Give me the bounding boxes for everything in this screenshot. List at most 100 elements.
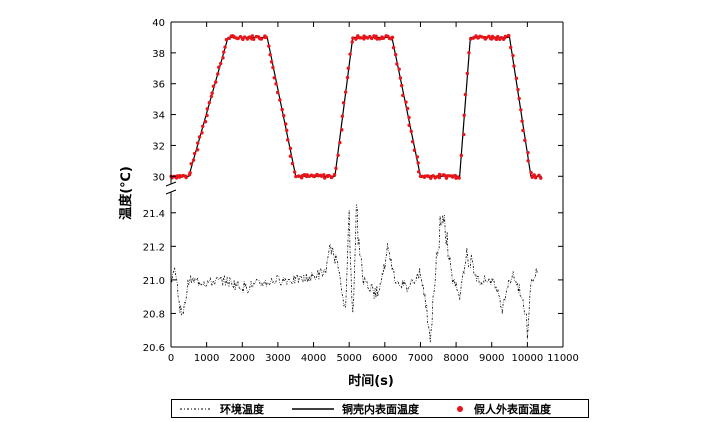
manikin-data-point [539,176,543,180]
manikin-data-point [327,173,331,178]
manikin-data-point [203,120,208,124]
manikin-data-point [437,175,442,180]
manikin-data-point [423,174,428,178]
manikin-data-point [503,34,508,39]
manikin-data-point [523,138,527,143]
manikin-data-point [359,36,363,40]
manikin-data-point [397,67,401,71]
manikin-data-point [450,174,455,178]
manikin-data-point [219,61,223,66]
manikin-data-point [463,92,468,97]
manikin-data-point [269,60,274,64]
legend-item-ambient: 环境温度 [180,402,264,416]
y-tick-label: 32 [152,141,165,152]
y-tick-label: 21.0 [143,276,165,287]
y-tick-label: 30 [152,172,165,183]
manikin-data-point [191,158,196,162]
manikin-data-point [322,173,326,177]
manikin-data-point [312,174,317,179]
y-tick-label: 21.4 [143,209,165,220]
manikin-surface-temperature-markers [169,33,543,180]
ambient-series-line [170,204,539,343]
manikin-data-point [401,93,405,98]
manikin-data-point [259,37,264,41]
manikin-data-point [201,124,205,129]
manikin-data-point [207,100,211,105]
y-tick-label: 36 [152,80,165,91]
manikin-data-point [340,128,344,132]
manikin-data-point [290,161,295,166]
manikin-data-point [409,129,413,134]
manikin-data-point [509,45,513,50]
manikin-data-point [236,36,240,41]
manikin-data-point [529,170,533,175]
manikin-data-point [297,174,301,178]
manikin-data-point [222,50,226,54]
y-tick-label: 34 [152,111,165,122]
axis-break-mark [165,189,177,195]
manikin-data-point [391,45,396,50]
manikin-data-point [370,36,374,41]
legend-label-manikin: 假人外表面温度 [474,403,551,416]
manikin-data-point [517,96,521,101]
manikin-data-point [251,37,256,41]
manikin-data-point [399,83,404,88]
x-tick-label: 7000 [408,353,433,364]
manikin-data-point [200,131,204,135]
manikin-data-point [209,94,214,99]
manikin-data-point [197,135,202,139]
manikin-data-point [426,174,431,179]
y-tick-label: 40 [152,18,165,29]
manikin-data-point [210,91,214,95]
x-axis-label: 时间(s) [348,373,394,389]
manikin-data-point [343,90,348,94]
manikin-data-point [404,100,408,104]
x-tick-label: 8000 [443,353,468,364]
dash-dot-line-icon [180,408,212,410]
x-tick-label: 6000 [372,353,397,364]
manikin-data-point [286,138,290,142]
manikin-data-point [205,107,210,111]
x-tick-label: 11000 [547,353,579,364]
ambient-temperature-line [170,204,539,343]
manikin-data-point [526,159,530,163]
manikin-data-point [467,51,471,55]
manikin-data-point [188,170,192,175]
manikin-data-point [416,170,421,174]
manikin-data-point [462,113,466,118]
y-axis-label: 温度(℃) [118,166,134,220]
manikin-data-point [250,34,255,38]
manikin-data-point [196,141,200,145]
manikin-data-point [533,175,538,180]
manikin-data-point [221,56,225,60]
manikin-data-point [398,76,403,80]
manikin-data-point [462,132,466,137]
manikin-data-point [350,40,354,44]
manikin-data-point [211,84,216,88]
manikin-data-point [412,148,417,152]
manikin-data-point [292,170,297,174]
manikin-data-point [407,115,411,120]
manikin-data-point [205,113,209,118]
x-tick-label: 0 [168,353,174,364]
manikin-data-point [189,162,193,166]
ticks: 0 1000 2000 3000 4000 5000 6000 7000 8000 9000 100… [143,18,579,364]
manikin-data-point [267,44,271,48]
x-tick-label: 2000 [230,353,255,364]
manikin-data-point [381,36,386,40]
manikin-data-point [453,173,457,178]
legend: 环境温度 铜壳内表面温度 假人外表面温度 [171,399,589,418]
manikin-data-point [393,52,398,57]
red-dot-icon [457,406,463,412]
x-tick-label: 10000 [511,353,543,364]
manikin-data-point [496,34,500,39]
legend-label-ambient: 环境温度 [220,403,264,416]
manikin-data-point [264,35,269,40]
manikin-data-point [284,122,288,126]
y-tick-label: 38 [152,49,165,60]
manikin-data-point [511,53,515,58]
manikin-data-point [374,34,378,38]
manikin-data-point [512,64,516,68]
manikin-data-point [390,35,395,40]
manikin-data-point [519,108,523,112]
